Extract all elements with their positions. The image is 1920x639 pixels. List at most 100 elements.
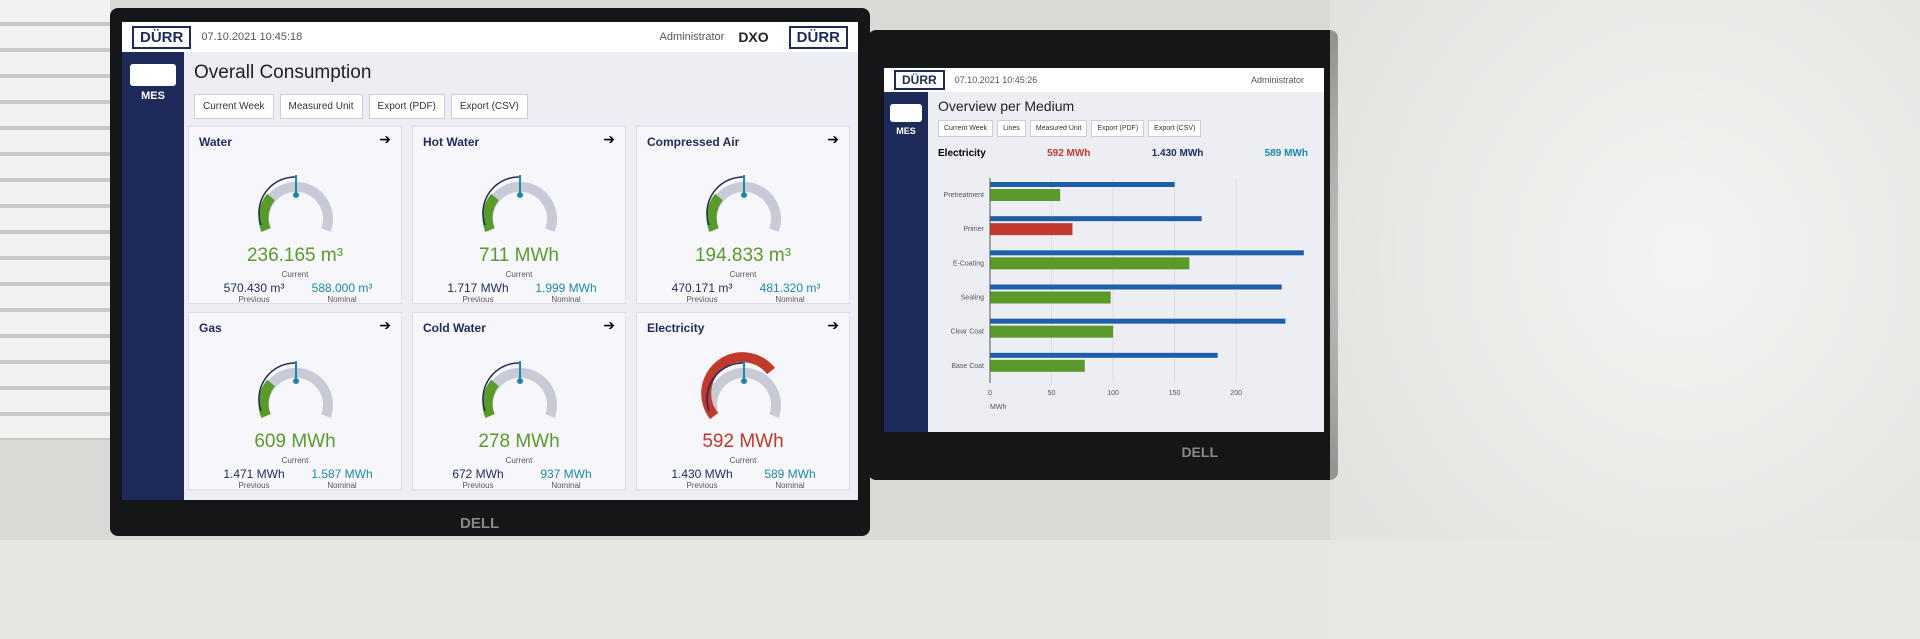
toolbar: Current Week Lines Measured Unit Export (PD… bbox=[938, 120, 1202, 137]
app-name[interactable]: MES bbox=[141, 90, 165, 102]
card-title: Electricity bbox=[647, 321, 705, 335]
bar bbox=[990, 359, 1085, 372]
previous-value: 470.171 m³ bbox=[671, 281, 733, 295]
bar bbox=[990, 223, 1073, 236]
open-arrow[interactable]: ➔ bbox=[379, 317, 391, 333]
bar bbox=[990, 182, 1175, 187]
header: DÜRR 07.10.2021 10:45:18 Administrator D… bbox=[122, 22, 858, 52]
right-monitor: DELL DÜRR 07.10.2021 10:45:26 Administra… bbox=[868, 30, 1338, 480]
toolbar-button[interactable]: Current Week bbox=[194, 94, 274, 119]
open-arrow[interactable]: ➔ bbox=[827, 317, 839, 333]
bar bbox=[990, 284, 1282, 290]
nominal-value: 1.587 MWh bbox=[311, 467, 373, 481]
left-screen: DÜRR 07.10.2021 10:45:18 Administrator D… bbox=[122, 22, 858, 500]
bar bbox=[990, 250, 1304, 256]
consumption-card[interactable]: Water ➔ 236.165 m³ Current 570.430 m³ 588.00… bbox=[188, 126, 402, 304]
x-tick-label: 0 bbox=[988, 390, 992, 397]
toolbar-button[interactable]: Lines bbox=[997, 120, 1026, 137]
card-title: Compressed Air bbox=[647, 135, 740, 149]
previous-value: 1.430 MWh bbox=[671, 467, 733, 481]
nominal: 589 MWh bbox=[1264, 148, 1308, 159]
current-value: 609 MWh bbox=[254, 431, 336, 452]
nominal-label: Nominal bbox=[775, 481, 805, 490]
toolbar-button[interactable]: Export (CSV) bbox=[1148, 120, 1202, 137]
toolbar-button[interactable]: Measured Unit bbox=[1029, 120, 1088, 137]
open-arrow[interactable]: ➔ bbox=[827, 131, 839, 147]
consumption-card[interactable]: Cold Water ➔ 278 MWh Current 672 MWh 937 MWh… bbox=[412, 312, 626, 490]
gauge bbox=[701, 352, 781, 420]
bar bbox=[990, 325, 1114, 338]
header: DÜRR 07.10.2021 10:45:26 Administrator bbox=[884, 68, 1324, 92]
y-tick-label: E-Coating bbox=[953, 260, 984, 267]
gauge bbox=[258, 361, 333, 418]
nominal-value: 937 MWh bbox=[540, 467, 592, 481]
toolbar-button[interactable]: Export (PDF) bbox=[368, 94, 445, 119]
y-tick-label: Pretreatment bbox=[944, 192, 985, 199]
bar bbox=[990, 257, 1190, 270]
monitor-brand: DELL bbox=[1181, 444, 1218, 460]
x-tick-label: 50 bbox=[1048, 390, 1056, 397]
current-value: 236.165 m³ bbox=[246, 245, 344, 266]
x-tick-label: 100 bbox=[1107, 390, 1119, 397]
page-title: Overall Consumption bbox=[194, 62, 372, 83]
open-arrow[interactable]: ➔ bbox=[379, 131, 391, 147]
bar-chart: 0 50 100 150 200 MWh Pretreatment Primer E-Coati… bbox=[944, 178, 1304, 411]
current-label: Current bbox=[729, 456, 757, 465]
person-blur bbox=[1330, 0, 1920, 639]
app-name[interactable]: MES bbox=[896, 126, 916, 136]
previous-value: 570.430 m³ bbox=[223, 281, 285, 295]
open-arrow[interactable]: ➔ bbox=[603, 131, 615, 147]
nominal-value: 1.999 MWh bbox=[535, 281, 597, 295]
gauge bbox=[258, 175, 333, 232]
logo: DÜRR bbox=[894, 70, 945, 90]
card-title: Gas bbox=[199, 321, 222, 335]
nominal-label: Nominal bbox=[551, 295, 581, 304]
logo: DÜRR bbox=[788, 25, 848, 49]
page-title: Overview per Medium bbox=[938, 98, 1075, 114]
right-screen: DÜRR 07.10.2021 10:45:26 Administrator M… bbox=[884, 68, 1324, 432]
consumption-card[interactable]: Compressed Air ➔ 194.833 m³ Current 470.171… bbox=[636, 126, 850, 304]
gauge bbox=[482, 175, 557, 232]
current-value: 711 MWh bbox=[479, 245, 559, 266]
current-label: Current bbox=[505, 270, 533, 279]
bar bbox=[990, 189, 1061, 201]
previous-label: Previous bbox=[462, 481, 494, 490]
nominal-label: Nominal bbox=[327, 295, 357, 304]
nominal-label: Nominal bbox=[327, 481, 357, 490]
previous-label: Previous bbox=[686, 481, 718, 490]
left-monitor: DELL DÜRR 07.10.2021 10:45:18 Administra… bbox=[110, 8, 870, 536]
current-label: Current bbox=[505, 456, 533, 465]
y-tick-label: Primer bbox=[963, 226, 984, 233]
consumption-card[interactable]: Electricity ➔ 592 MWh Current 1.430 MWh 589 … bbox=[636, 312, 850, 490]
logo: DÜRR bbox=[132, 25, 192, 49]
previous-label: Previous bbox=[238, 481, 270, 490]
toolbar-button[interactable]: Export (PDF) bbox=[1091, 120, 1145, 137]
current-value: 592 MWh bbox=[702, 431, 784, 452]
nominal-label: Nominal bbox=[775, 295, 805, 304]
datetime: 07.10.2021 10:45:26 bbox=[954, 75, 1038, 85]
bar bbox=[990, 352, 1218, 358]
toolbar-button[interactable]: Current Week bbox=[938, 120, 994, 137]
y-tick-label: Base Coat bbox=[951, 363, 984, 370]
bar bbox=[990, 216, 1202, 222]
toolbar-button[interactable]: Export (CSV) bbox=[450, 94, 528, 119]
user[interactable]: Administrator bbox=[659, 31, 725, 43]
previous-label: Previous bbox=[686, 295, 718, 304]
sidebar: MES bbox=[884, 92, 928, 432]
current-label: Current bbox=[729, 270, 757, 279]
consumption-card[interactable]: Hot Water ➔ 711 MWh Current 1.717 MWh 1.999 … bbox=[412, 126, 626, 304]
nominal-value: 589 MWh bbox=[764, 467, 816, 481]
code: DXO bbox=[738, 29, 769, 45]
current-label: Current bbox=[281, 456, 309, 465]
window-blinds bbox=[0, 0, 110, 440]
open-arrow[interactable]: ➔ bbox=[603, 317, 615, 333]
gauge bbox=[482, 361, 557, 418]
current-value: 278 MWh bbox=[478, 431, 560, 452]
user[interactable]: Administrator bbox=[1250, 75, 1304, 85]
gauge bbox=[706, 175, 781, 232]
y-tick-label: Sealing bbox=[961, 294, 984, 301]
previous-value: 1.471 MWh bbox=[223, 467, 285, 481]
consumption-card[interactable]: Gas ➔ 609 MWh Current 1.471 MWh 1.587 MWh Pre… bbox=[188, 312, 402, 490]
toolbar-button[interactable]: Measured Unit bbox=[279, 94, 363, 119]
sidebar: MES bbox=[122, 52, 184, 500]
